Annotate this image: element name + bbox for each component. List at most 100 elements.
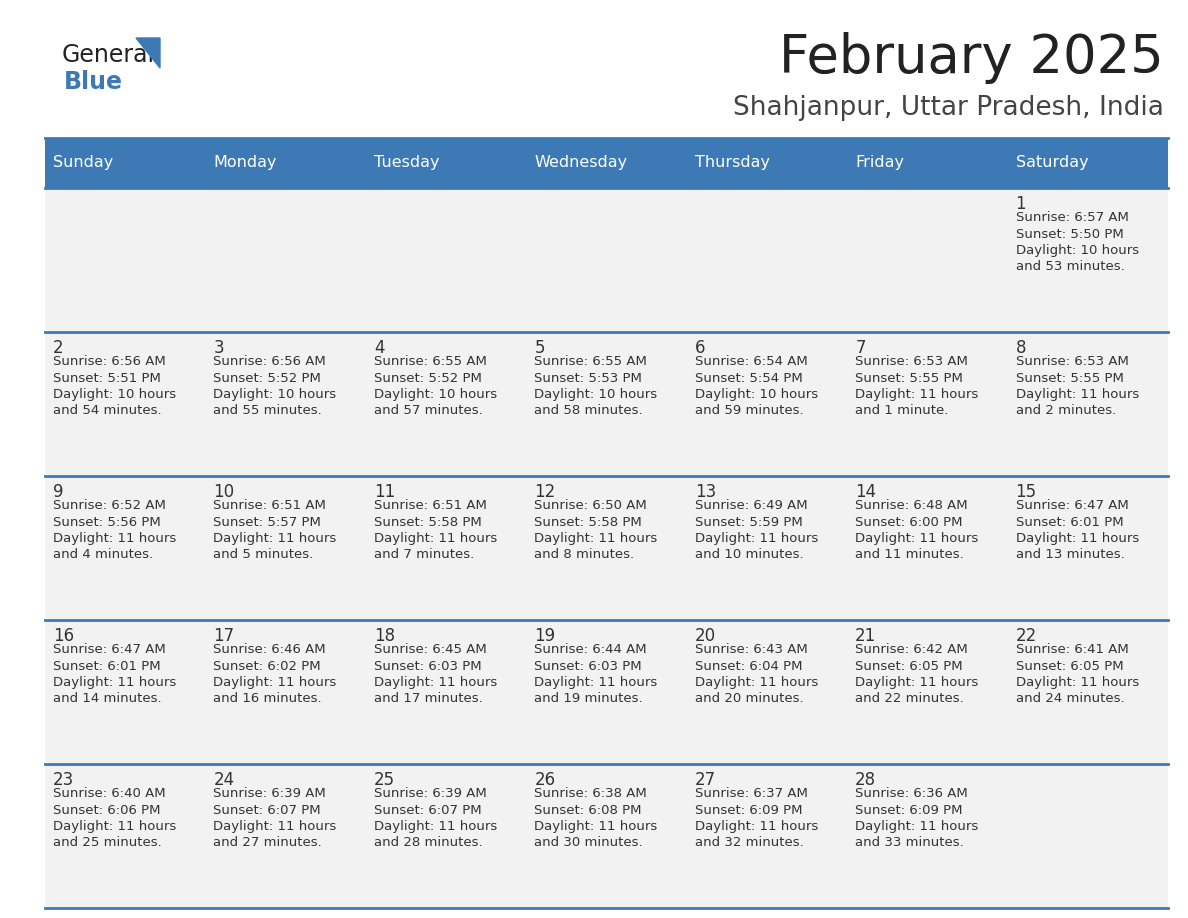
Text: Sunrise: 6:53 AM: Sunrise: 6:53 AM bbox=[1016, 355, 1129, 368]
Text: Daylight: 10 hours: Daylight: 10 hours bbox=[1016, 244, 1138, 257]
Polygon shape bbox=[135, 38, 160, 68]
Text: 9: 9 bbox=[53, 483, 63, 501]
Text: Daylight: 11 hours: Daylight: 11 hours bbox=[53, 532, 176, 545]
Text: Sunset: 6:01 PM: Sunset: 6:01 PM bbox=[53, 659, 160, 673]
Text: Sunset: 6:01 PM: Sunset: 6:01 PM bbox=[1016, 516, 1123, 529]
Text: and 19 minutes.: and 19 minutes. bbox=[535, 692, 643, 706]
Bar bbox=[847, 332, 1007, 476]
Text: Daylight: 10 hours: Daylight: 10 hours bbox=[695, 388, 817, 401]
Text: 2: 2 bbox=[53, 339, 64, 357]
Text: Daylight: 11 hours: Daylight: 11 hours bbox=[695, 532, 819, 545]
Text: 18: 18 bbox=[374, 627, 394, 645]
Text: February 2025: February 2025 bbox=[779, 32, 1164, 84]
Text: Sunset: 6:03 PM: Sunset: 6:03 PM bbox=[374, 659, 481, 673]
Text: Daylight: 11 hours: Daylight: 11 hours bbox=[695, 676, 819, 689]
Text: and 10 minutes.: and 10 minutes. bbox=[695, 548, 803, 562]
Text: and 55 minutes.: and 55 minutes. bbox=[214, 405, 322, 418]
Text: Sunrise: 6:55 AM: Sunrise: 6:55 AM bbox=[374, 355, 487, 368]
Text: and 54 minutes.: and 54 minutes. bbox=[53, 405, 162, 418]
Text: and 4 minutes.: and 4 minutes. bbox=[53, 548, 153, 562]
Text: Sunset: 6:06 PM: Sunset: 6:06 PM bbox=[53, 803, 160, 816]
Text: Sunset: 6:00 PM: Sunset: 6:00 PM bbox=[855, 516, 962, 529]
Bar bbox=[1007, 620, 1168, 764]
Text: 8: 8 bbox=[1016, 339, 1026, 357]
Bar bbox=[1007, 188, 1168, 332]
Text: 11: 11 bbox=[374, 483, 396, 501]
Bar bbox=[45, 764, 206, 908]
Text: Daylight: 11 hours: Daylight: 11 hours bbox=[535, 532, 657, 545]
Text: Sunrise: 6:45 AM: Sunrise: 6:45 AM bbox=[374, 643, 487, 656]
Bar bbox=[526, 764, 687, 908]
Bar bbox=[206, 188, 366, 332]
Text: and 11 minutes.: and 11 minutes. bbox=[855, 548, 963, 562]
Text: and 17 minutes.: and 17 minutes. bbox=[374, 692, 482, 706]
Text: and 28 minutes.: and 28 minutes. bbox=[374, 836, 482, 849]
Text: and 5 minutes.: and 5 minutes. bbox=[214, 548, 314, 562]
Text: Daylight: 11 hours: Daylight: 11 hours bbox=[855, 820, 979, 833]
Text: Daylight: 11 hours: Daylight: 11 hours bbox=[695, 820, 819, 833]
Text: Sunrise: 6:39 AM: Sunrise: 6:39 AM bbox=[374, 787, 487, 800]
Text: Sunrise: 6:42 AM: Sunrise: 6:42 AM bbox=[855, 643, 968, 656]
Text: Sunrise: 6:51 AM: Sunrise: 6:51 AM bbox=[214, 499, 327, 512]
Text: Sunrise: 6:44 AM: Sunrise: 6:44 AM bbox=[535, 643, 647, 656]
Text: and 27 minutes.: and 27 minutes. bbox=[214, 836, 322, 849]
Text: Daylight: 11 hours: Daylight: 11 hours bbox=[1016, 388, 1139, 401]
Text: Sunset: 5:54 PM: Sunset: 5:54 PM bbox=[695, 372, 802, 385]
Text: 10: 10 bbox=[214, 483, 234, 501]
Text: Sunset: 6:05 PM: Sunset: 6:05 PM bbox=[1016, 659, 1123, 673]
Text: Sunrise: 6:40 AM: Sunrise: 6:40 AM bbox=[53, 787, 165, 800]
Text: Sunrise: 6:39 AM: Sunrise: 6:39 AM bbox=[214, 787, 327, 800]
Text: Daylight: 11 hours: Daylight: 11 hours bbox=[53, 820, 176, 833]
Text: 28: 28 bbox=[855, 771, 877, 789]
Text: and 14 minutes.: and 14 minutes. bbox=[53, 692, 162, 706]
Bar bbox=[45, 476, 206, 620]
Bar bbox=[45, 332, 206, 476]
Text: Sunset: 5:55 PM: Sunset: 5:55 PM bbox=[855, 372, 963, 385]
Text: Daylight: 11 hours: Daylight: 11 hours bbox=[1016, 676, 1139, 689]
Text: Sunrise: 6:51 AM: Sunrise: 6:51 AM bbox=[374, 499, 487, 512]
Text: Sunrise: 6:48 AM: Sunrise: 6:48 AM bbox=[855, 499, 968, 512]
Text: General: General bbox=[62, 43, 156, 67]
Text: 23: 23 bbox=[53, 771, 74, 789]
Text: Sunset: 6:02 PM: Sunset: 6:02 PM bbox=[214, 659, 321, 673]
Bar bbox=[687, 620, 847, 764]
Text: Wednesday: Wednesday bbox=[535, 155, 627, 171]
Text: Daylight: 11 hours: Daylight: 11 hours bbox=[1016, 532, 1139, 545]
Text: Sunrise: 6:47 AM: Sunrise: 6:47 AM bbox=[53, 643, 166, 656]
Text: 22: 22 bbox=[1016, 627, 1037, 645]
Text: Monday: Monday bbox=[214, 155, 277, 171]
Text: Sunset: 6:03 PM: Sunset: 6:03 PM bbox=[535, 659, 642, 673]
Text: Sunrise: 6:38 AM: Sunrise: 6:38 AM bbox=[535, 787, 647, 800]
Text: 15: 15 bbox=[1016, 483, 1037, 501]
Text: Daylight: 11 hours: Daylight: 11 hours bbox=[374, 676, 497, 689]
Text: and 20 minutes.: and 20 minutes. bbox=[695, 692, 803, 706]
Text: Sunrise: 6:55 AM: Sunrise: 6:55 AM bbox=[535, 355, 647, 368]
Bar bbox=[687, 188, 847, 332]
Text: Sunset: 5:50 PM: Sunset: 5:50 PM bbox=[1016, 228, 1124, 241]
Bar bbox=[526, 138, 687, 188]
Text: 19: 19 bbox=[535, 627, 556, 645]
Text: and 24 minutes.: and 24 minutes. bbox=[1016, 692, 1124, 706]
Text: Sunset: 5:57 PM: Sunset: 5:57 PM bbox=[214, 516, 321, 529]
Text: Sunrise: 6:36 AM: Sunrise: 6:36 AM bbox=[855, 787, 968, 800]
Text: Sunset: 5:59 PM: Sunset: 5:59 PM bbox=[695, 516, 802, 529]
Text: Daylight: 11 hours: Daylight: 11 hours bbox=[855, 532, 979, 545]
Text: Daylight: 11 hours: Daylight: 11 hours bbox=[53, 676, 176, 689]
Text: Sunset: 6:05 PM: Sunset: 6:05 PM bbox=[855, 659, 962, 673]
Text: Sunset: 5:58 PM: Sunset: 5:58 PM bbox=[535, 516, 642, 529]
Text: 17: 17 bbox=[214, 627, 234, 645]
Text: 7: 7 bbox=[855, 339, 866, 357]
Text: 4: 4 bbox=[374, 339, 385, 357]
Text: 3: 3 bbox=[214, 339, 225, 357]
Text: Sunset: 6:09 PM: Sunset: 6:09 PM bbox=[695, 803, 802, 816]
Text: and 22 minutes.: and 22 minutes. bbox=[855, 692, 963, 706]
Text: Blue: Blue bbox=[64, 70, 124, 94]
Bar bbox=[1007, 476, 1168, 620]
Text: Sunrise: 6:57 AM: Sunrise: 6:57 AM bbox=[1016, 211, 1129, 224]
Bar bbox=[847, 764, 1007, 908]
Bar bbox=[366, 332, 526, 476]
Text: and 8 minutes.: and 8 minutes. bbox=[535, 548, 634, 562]
Text: 13: 13 bbox=[695, 483, 716, 501]
Bar bbox=[1007, 138, 1168, 188]
Text: and 16 minutes.: and 16 minutes. bbox=[214, 692, 322, 706]
